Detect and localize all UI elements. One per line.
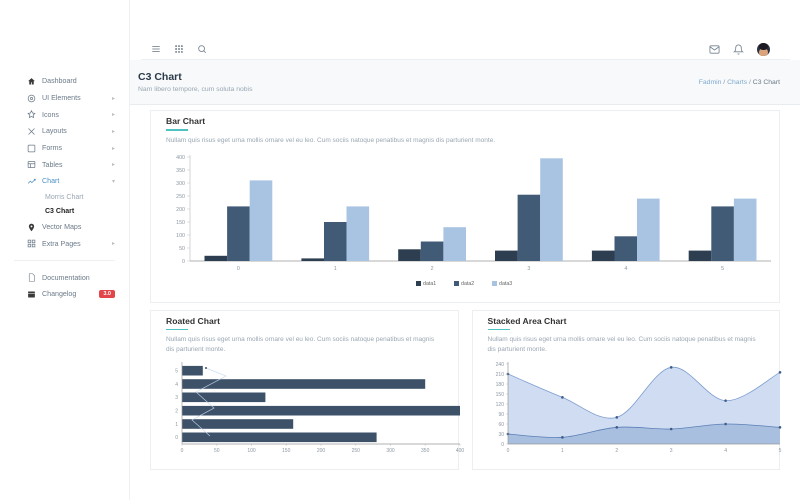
svg-text:2: 2 xyxy=(175,409,178,415)
svg-text:0: 0 xyxy=(182,259,185,265)
svg-text:4: 4 xyxy=(724,448,727,454)
svg-text:5: 5 xyxy=(721,266,724,272)
svg-text:300: 300 xyxy=(386,448,395,454)
svg-text:180: 180 xyxy=(495,382,504,388)
svg-text:5: 5 xyxy=(175,369,178,375)
svg-text:30: 30 xyxy=(498,432,504,438)
svg-text:0: 0 xyxy=(506,448,509,454)
svg-text:5: 5 xyxy=(778,448,781,454)
svg-text:210: 210 xyxy=(495,372,504,378)
svg-text:50: 50 xyxy=(214,448,220,454)
svg-text:90: 90 xyxy=(498,412,504,418)
svg-text:300: 300 xyxy=(176,181,185,187)
svg-text:400: 400 xyxy=(456,448,465,454)
svg-text:4: 4 xyxy=(175,382,178,388)
svg-text:60: 60 xyxy=(498,422,504,428)
svg-text:2: 2 xyxy=(615,448,618,454)
svg-text:3: 3 xyxy=(669,448,672,454)
svg-text:240: 240 xyxy=(495,362,504,368)
svg-text:2: 2 xyxy=(431,266,434,272)
svg-text:1: 1 xyxy=(561,448,564,454)
svg-text:1: 1 xyxy=(175,422,178,428)
svg-text:250: 250 xyxy=(176,194,185,200)
svg-text:0: 0 xyxy=(237,266,240,272)
svg-text:0: 0 xyxy=(181,448,184,454)
svg-text:200: 200 xyxy=(317,448,326,454)
svg-text:150: 150 xyxy=(495,392,504,398)
svg-text:150: 150 xyxy=(282,448,291,454)
svg-text:50: 50 xyxy=(179,246,185,252)
svg-text:400: 400 xyxy=(176,155,185,161)
svg-text:0: 0 xyxy=(501,442,504,448)
svg-text:data2: data2 xyxy=(461,281,474,287)
svg-text:1: 1 xyxy=(334,266,337,272)
svg-text:350: 350 xyxy=(176,168,185,174)
svg-text:350: 350 xyxy=(421,448,430,454)
svg-text:120: 120 xyxy=(495,402,504,408)
svg-text:100: 100 xyxy=(176,233,185,239)
svg-text:150: 150 xyxy=(176,220,185,226)
svg-text:100: 100 xyxy=(247,448,256,454)
svg-text:data3: data3 xyxy=(499,281,512,287)
svg-text:200: 200 xyxy=(176,207,185,213)
svg-text:3: 3 xyxy=(527,266,530,272)
svg-text:0: 0 xyxy=(175,435,178,441)
svg-text:4: 4 xyxy=(624,266,627,272)
svg-text:3: 3 xyxy=(175,395,178,401)
svg-text:data1: data1 xyxy=(423,281,436,287)
svg-text:250: 250 xyxy=(352,448,361,454)
